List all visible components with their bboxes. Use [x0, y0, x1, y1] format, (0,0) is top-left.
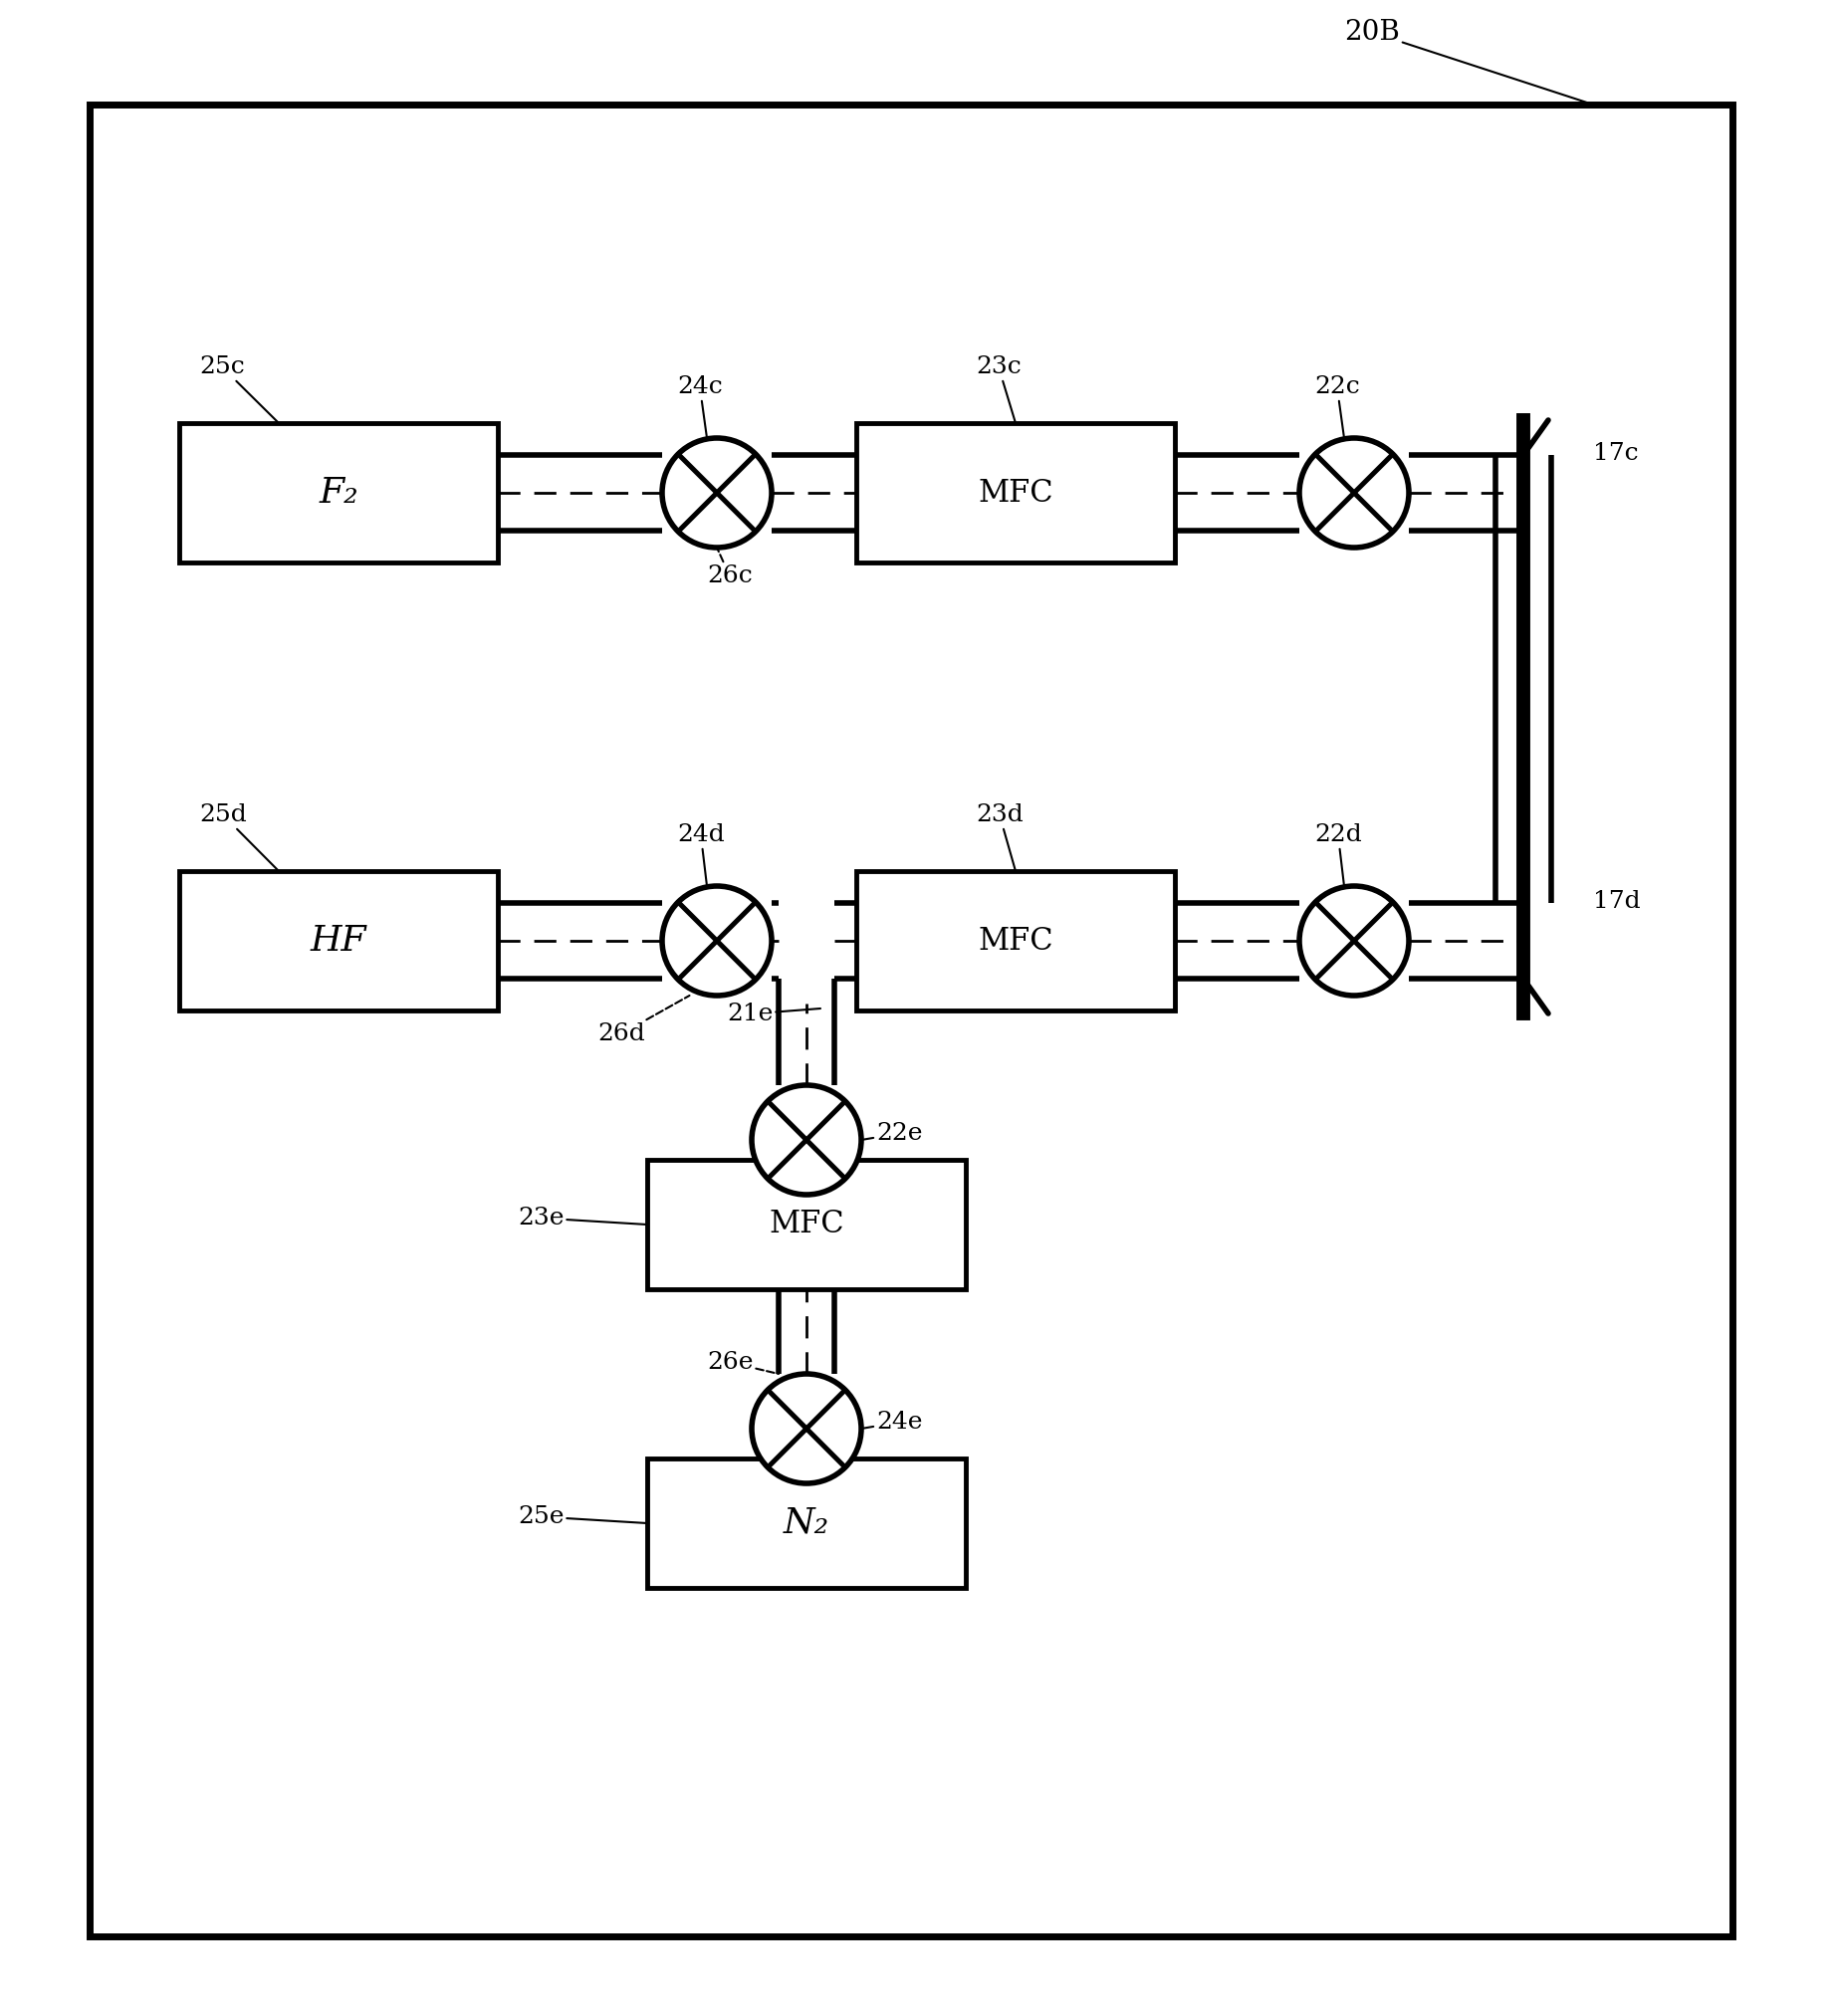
Bar	[499, 456, 662, 530]
Circle shape	[662, 437, 772, 548]
Bar	[180, 423, 499, 562]
Bar	[779, 1458, 834, 1484]
Bar	[647, 1159, 966, 1290]
Bar	[834, 903, 856, 978]
Circle shape	[1300, 437, 1410, 548]
Text: 24d: 24d	[676, 823, 724, 887]
Text: N₂: N₂	[783, 1506, 830, 1540]
Bar	[772, 903, 779, 978]
Text: 23d: 23d	[975, 804, 1023, 871]
Bar	[1496, 530, 1551, 903]
Text: MFC: MFC	[979, 478, 1054, 508]
Text: 25c: 25c	[200, 355, 279, 423]
Bar	[1496, 456, 1551, 530]
Bar	[779, 1290, 834, 1373]
Bar	[90, 105, 1732, 1935]
Text: 23e: 23e	[517, 1208, 647, 1230]
Text: 26d: 26d	[598, 996, 689, 1046]
Bar	[499, 903, 662, 978]
Text: 23c: 23c	[975, 355, 1021, 423]
Text: 26e: 26e	[708, 1351, 779, 1373]
Bar	[647, 1458, 966, 1589]
Text: 25d: 25d	[200, 804, 279, 871]
Text: F₂: F₂	[319, 476, 357, 510]
Text: MFC: MFC	[979, 925, 1054, 956]
Circle shape	[1300, 887, 1410, 996]
Text: 22d: 22d	[1314, 823, 1362, 887]
Text: 24e: 24e	[862, 1411, 922, 1433]
Text: 20B: 20B	[1344, 18, 1593, 105]
Circle shape	[752, 1085, 862, 1195]
Bar	[856, 871, 1175, 1010]
Text: MFC: MFC	[768, 1210, 845, 1240]
Circle shape	[662, 887, 772, 996]
Bar	[779, 1159, 834, 1195]
Circle shape	[752, 1373, 862, 1484]
Text: 17d: 17d	[1593, 889, 1641, 913]
Text: 26c: 26c	[708, 548, 753, 587]
Text: 17c: 17c	[1593, 442, 1639, 464]
Text: HF: HF	[310, 923, 367, 958]
Text: 24c: 24c	[676, 375, 722, 437]
Bar	[1175, 456, 1300, 530]
Bar	[779, 1004, 834, 1085]
Text: 22e: 22e	[862, 1123, 922, 1145]
Text: 21e: 21e	[728, 1002, 821, 1026]
Bar	[180, 871, 499, 1010]
Bar	[856, 423, 1175, 562]
Text: 22c: 22c	[1314, 375, 1360, 437]
Bar	[772, 456, 856, 530]
Bar	[1410, 903, 1523, 978]
Bar	[1410, 456, 1523, 530]
Text: 25e: 25e	[517, 1506, 647, 1528]
Bar	[1175, 903, 1300, 978]
